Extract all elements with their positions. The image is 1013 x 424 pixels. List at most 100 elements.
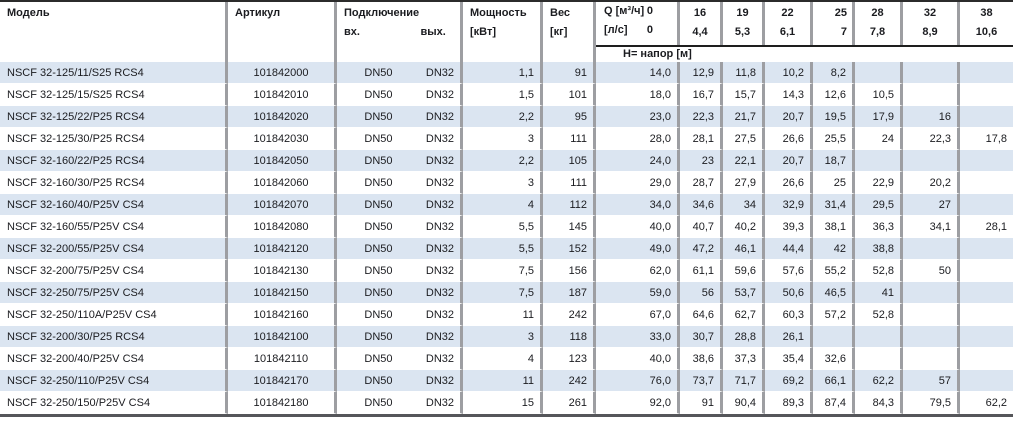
head-value-cell — [960, 304, 1013, 326]
article-cell: 101842010 — [228, 84, 337, 106]
outlet-value: DN32 — [425, 88, 454, 101]
head-value-cell — [903, 238, 960, 260]
power-cell: 1,5 — [463, 84, 543, 106]
model-cell: NSCF 32-250/150/P25V CS4 — [0, 392, 228, 414]
col-header-model: Модель — [0, 2, 228, 62]
head-value-cell: 47,2 — [680, 238, 723, 260]
model-cell: NSCF 32-200/40/P25V CS4 — [0, 348, 228, 370]
model-cell: NSCF 32-125/11/S25 RCS4 — [0, 62, 228, 84]
head-value-cell: 66,1 — [813, 370, 855, 392]
col-header-weight: Вес [кг] — [543, 2, 596, 62]
head-value-cell: 69,2 — [765, 370, 813, 392]
head-value-cell: 17,8 — [960, 128, 1013, 150]
head-value-cell: 22,9 — [855, 172, 903, 194]
article-cell: 101842060 — [228, 172, 337, 194]
weight-cell: 111 — [543, 172, 596, 194]
power-cell: 3 — [463, 172, 543, 194]
head-value-cell: 64,6 — [680, 304, 723, 326]
head-value-cell: 23,0 — [596, 106, 680, 128]
connection-cell: DN50 DN32 — [337, 370, 463, 392]
head-value-cell: 27,5 — [723, 128, 765, 150]
flow-m3h-value: 22 — [781, 7, 794, 19]
head-value-cell: 46,1 — [723, 238, 765, 260]
head-value-cell: 20,2 — [903, 172, 960, 194]
connection-cell: DN50 DN32 — [337, 348, 463, 370]
head-value-cell: 24 — [855, 128, 903, 150]
article-cell: 101842070 — [228, 194, 337, 216]
model-cell: NSCF 32-125/15/S25 RCS4 — [0, 84, 228, 106]
table-header: Модель Артикул Подключение вх. вых. Мощн… — [0, 2, 1013, 62]
article-cell: 101842110 — [228, 348, 337, 370]
head-value-cell: 37,3 — [723, 348, 765, 370]
model-cell: NSCF 32-160/55/P25V CS4 — [0, 216, 228, 238]
outlet-value: DN32 — [425, 66, 454, 79]
article-cell: 101842160 — [228, 304, 337, 326]
head-value-cell: 16,7 — [680, 84, 723, 106]
head-unit-label: Н= напор [м] — [596, 45, 1013, 62]
power-cell: 5,5 — [463, 238, 543, 260]
head-value-cell: 57,6 — [765, 260, 813, 282]
article-cell: 101842080 — [228, 216, 337, 238]
model-cell: NSCF 32-200/75/P25V CS4 — [0, 260, 228, 282]
inlet-value: DN50 — [364, 242, 393, 255]
head-value-cell: 57,2 — [813, 304, 855, 326]
head-value-cell: 62,0 — [596, 260, 680, 282]
head-value-cell: 22,3 — [680, 106, 723, 128]
head-value-cell: 34,6 — [680, 194, 723, 216]
weight-unit-label: [кг] — [550, 26, 568, 38]
head-value-cell — [960, 194, 1013, 216]
head-value-cell: 79,5 — [903, 392, 960, 414]
weight-cell: 118 — [543, 326, 596, 348]
head-value-cell: 28,1 — [680, 128, 723, 150]
col-header-flow-0: Q [м³/ч] 0 [л/с] 0 — [596, 2, 680, 45]
power-cell: 1,1 — [463, 62, 543, 84]
inlet-value: DN50 — [364, 352, 393, 365]
col-header-flow-16: 16 4,4 — [680, 2, 723, 45]
weight-cell: 91 — [543, 62, 596, 84]
head-value-cell: 46,5 — [813, 282, 855, 304]
head-value-cell: 19,5 — [813, 106, 855, 128]
power-header-label: Мощность — [470, 7, 527, 19]
head-value-cell: 39,3 — [765, 216, 813, 238]
head-value-cell: 38,6 — [680, 348, 723, 370]
col-header-power: Мощность [кВт] — [463, 2, 543, 62]
head-value-cell: 29,5 — [855, 194, 903, 216]
head-value-cell: 71,7 — [723, 370, 765, 392]
inlet-value: DN50 — [364, 176, 393, 189]
head-value-cell: 8,2 — [813, 62, 855, 84]
model-cell: NSCF 32-250/75/P25V CS4 — [0, 282, 228, 304]
head-value-cell: 52,8 — [855, 304, 903, 326]
article-cell: 101842100 — [228, 326, 337, 348]
connection-cell: DN50 DN32 — [337, 304, 463, 326]
connection-cell: DN50 DN32 — [337, 392, 463, 414]
outlet-value: DN32 — [425, 374, 454, 387]
head-value-cell: 84,3 — [855, 392, 903, 414]
outlet-header-label: вых. — [420, 26, 446, 38]
head-value-cell — [855, 326, 903, 348]
head-value-cell: 32,6 — [813, 348, 855, 370]
power-cell: 5,5 — [463, 216, 543, 238]
weight-cell: 152 — [543, 238, 596, 260]
weight-cell: 261 — [543, 392, 596, 414]
flow-m3h-value: 38 — [980, 7, 993, 19]
head-value-cell: 59,6 — [723, 260, 765, 282]
head-value-cell — [903, 62, 960, 84]
head-value-cell — [855, 62, 903, 84]
power-cell: 3 — [463, 326, 543, 348]
head-value-cell: 53,7 — [723, 282, 765, 304]
outlet-value: DN32 — [425, 264, 454, 277]
head-value-cell: 62,2 — [960, 392, 1013, 414]
head-value-cell — [960, 326, 1013, 348]
flow-m3h-value: 28 — [871, 7, 884, 19]
connection-cell: DN50 DN32 — [337, 84, 463, 106]
inlet-value: DN50 — [364, 220, 393, 233]
head-value-cell: 14,0 — [596, 62, 680, 84]
inlet-value: DN50 — [364, 396, 393, 409]
table-row: NSCF 32-125/11/S25 RCS4 101842000 DN50 DN32… — [0, 62, 1013, 84]
inlet-value: DN50 — [364, 132, 393, 145]
head-value-cell: 15,7 — [723, 84, 765, 106]
head-value-cell: 62,7 — [723, 304, 765, 326]
outlet-value: DN32 — [425, 286, 454, 299]
inlet-value: DN50 — [364, 110, 393, 123]
